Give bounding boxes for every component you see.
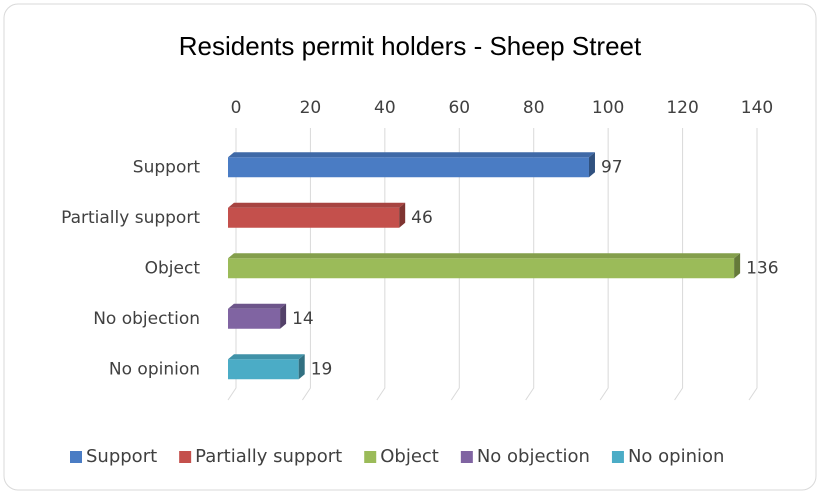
grid-line [525,128,535,401]
bar-end [298,354,305,380]
chart-title: Residents permit holders - Sheep Street [179,31,642,61]
grid-line [674,128,684,401]
legend-swatch [460,451,473,463]
bar-end [588,152,595,178]
legend-swatch [611,451,624,463]
x-tick-label: 100 [592,98,624,118]
grid-line [748,128,758,401]
grid-line [599,128,609,401]
legend-label: Partially support [195,446,342,467]
bar-top [228,303,287,309]
data-label: 14 [292,309,314,329]
data-label: 136 [746,258,778,278]
bar [228,359,299,380]
bar [228,207,400,228]
bar [228,308,281,329]
y-tick-label: No objection [93,309,200,329]
y-tick-label: Support [133,157,201,177]
x-tick-label: 60 [448,98,470,118]
legend-label: No opinion [628,446,724,467]
legend-swatch [364,451,377,463]
data-label: 46 [411,208,433,228]
x-tick-label: 20 [300,98,322,118]
bar-top [228,253,741,259]
y-tick-label: Object [145,258,201,278]
x-tick-label: 40 [374,98,396,118]
bar-end [734,253,741,279]
legend-swatch [70,451,82,463]
bar-end [399,202,406,228]
data-label: 19 [311,359,333,379]
x-tick-label: 80 [523,98,545,118]
bar-top [228,152,595,158]
legend-label: Support [86,446,157,467]
bar [228,258,735,279]
bar [228,157,589,178]
data-label: 97 [601,157,623,177]
x-tick-label: 120 [666,98,698,118]
y-tick-label: No opinion [109,359,200,379]
legend-label: No objection [477,446,590,467]
bar-end [280,303,287,329]
bar-top [228,202,406,208]
bar-top [228,354,305,360]
x-tick-label: 140 [741,98,773,118]
x-tick-label: 0 [231,98,242,118]
chart-border [3,3,817,491]
legend-label: Object [380,446,439,467]
y-tick-label: Partially support [61,208,200,228]
grid-line [450,128,460,401]
legend-swatch [179,451,192,463]
